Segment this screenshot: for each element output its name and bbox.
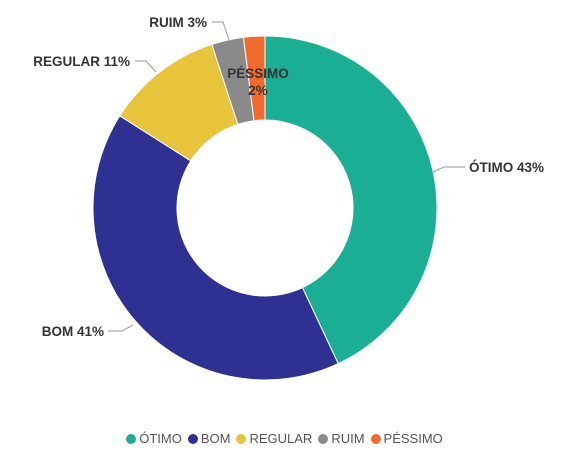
legend-dot-regular: [236, 434, 246, 444]
leader-line-regular: [135, 61, 156, 72]
legend-label-regular: REGULAR: [249, 431, 312, 446]
data-label-bom: BOM 41%: [42, 324, 104, 339]
legend-item-otimo: ÓTIMO: [126, 431, 182, 446]
data-label-ruim: RUIM 3%: [149, 15, 207, 30]
legend-item-bom: BOM: [188, 431, 231, 446]
data-label-otimo: ÓTIMO 43%: [469, 160, 544, 175]
leader-line-ruim: [212, 22, 229, 40]
legend-item-pessimo: PÉSSIMO: [371, 431, 443, 446]
legend-item-regular: REGULAR: [236, 431, 312, 446]
data-label-regular: REGULAR 11%: [33, 54, 130, 69]
legend-dot-pessimo: [371, 434, 381, 444]
legend-dot-otimo: [126, 434, 136, 444]
leader-line-otimo: [433, 167, 465, 172]
legend-label-pessimo: PÉSSIMO: [384, 431, 443, 446]
legend-label-otimo: ÓTIMO: [139, 431, 182, 446]
legend-label-bom: BOM: [201, 431, 231, 446]
slice-bom: [93, 116, 338, 380]
legend: ÓTIMO BOM REGULAR RUIM PÉSSIMO: [0, 431, 569, 446]
leader-line-bom: [108, 325, 133, 331]
legend-label-ruim: RUIM: [331, 431, 364, 446]
legend-dot-bom: [188, 434, 198, 444]
legend-item-ruim: RUIM: [318, 431, 364, 446]
legend-dot-ruim: [318, 434, 328, 444]
